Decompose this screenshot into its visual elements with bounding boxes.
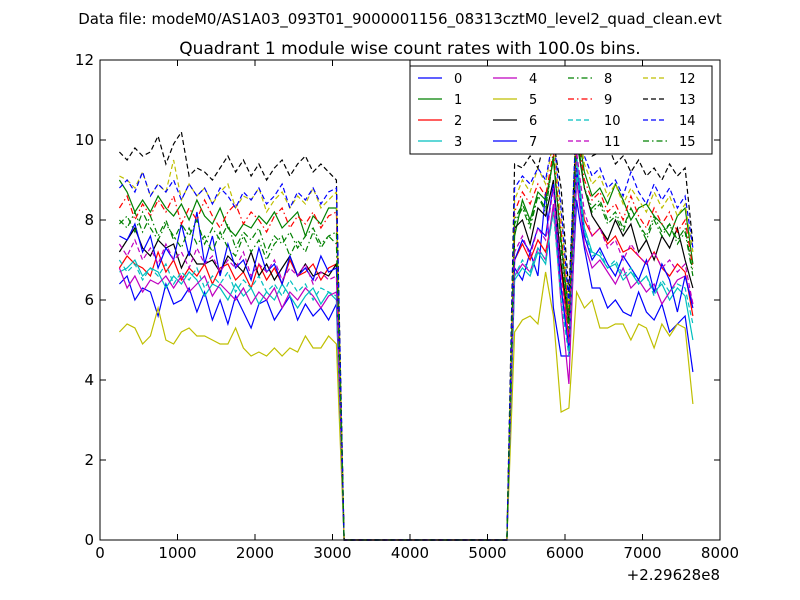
series-line-13 (118, 119, 694, 541)
x-tick-label: 2000 (236, 544, 274, 562)
y-tick-label: 12 (75, 51, 94, 69)
legend-frame (409, 65, 713, 155)
legend-label-7: 7 (529, 135, 537, 150)
series-line-14 (118, 107, 694, 541)
legend-label-12: 12 (679, 72, 696, 87)
x-axis: 0 1000 2000 3000 4000 5000 6000 7000 8000 (95, 60, 739, 562)
legend-label-3: 3 (454, 135, 462, 150)
legend-label-8: 8 (604, 72, 612, 87)
x-tick-label: 6000 (546, 544, 584, 562)
y-tick-label: 6 (84, 291, 94, 309)
legend-label-11: 11 (604, 135, 621, 150)
y-tick-label: 10 (75, 131, 94, 149)
x-tick-label: 7000 (623, 544, 661, 562)
legend-label-9: 9 (604, 93, 612, 108)
legend-label-13: 13 (679, 93, 696, 108)
legend-label-10: 10 (604, 114, 621, 129)
legend-label-6: 6 (529, 114, 537, 129)
legend-label-0: 0 (454, 72, 462, 87)
x-tick-label: 8000 (701, 544, 739, 562)
legend-label-14: 14 (679, 114, 696, 129)
x-tick-label: 5000 (468, 544, 506, 562)
legend-label-1: 1 (454, 93, 462, 108)
y-tick-label: 8 (84, 211, 94, 229)
legend-label-2: 2 (454, 114, 462, 129)
legend-label-4: 4 (529, 72, 537, 87)
x-tick-label: 1000 (158, 544, 196, 562)
x-tick-label: 3000 (313, 544, 351, 562)
x-tick-label: 0 (95, 544, 105, 562)
x-tick-label: 4000 (391, 544, 429, 562)
legend-label-5: 5 (529, 93, 537, 108)
figure-suptitle: Data file: modeM0/AS1A03_093T01_90000011… (78, 10, 722, 29)
y-tick-label: 4 (84, 371, 94, 389)
y-tick-label: 0 (84, 531, 94, 549)
x-offset-label: +2.29628e8 (627, 566, 720, 584)
y-tick-label: 2 (84, 451, 94, 469)
chart-title: Quadrant 1 module wise count rates with … (179, 39, 640, 59)
legend-label-15: 15 (679, 135, 696, 150)
